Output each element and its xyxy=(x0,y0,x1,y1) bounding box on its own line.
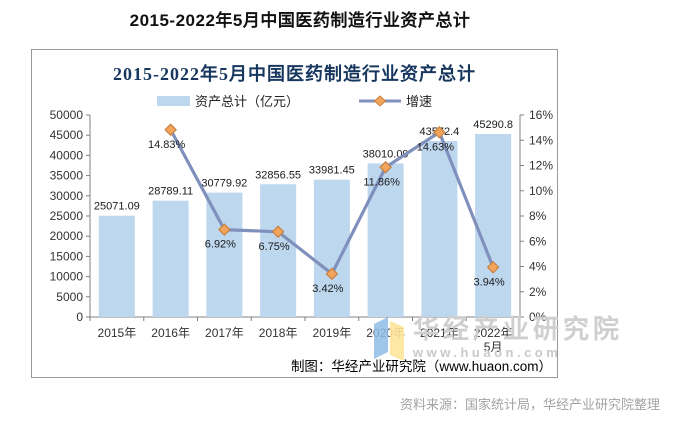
svg-text:0%: 0% xyxy=(529,310,547,324)
chart-plot: 0 5000 10000 15000 20000 25000 30000 35000 40000… xyxy=(50,108,554,354)
legend-item-bar: 资产总计（亿元） xyxy=(156,91,299,110)
chart-container: 0 5000 10000 15000 20000 25000 30000 35000 40000… xyxy=(31,49,558,378)
page-title: 2015-2022年5月中国医药制造行业资产总计 xyxy=(129,11,471,30)
svg-text:2019年: 2019年 xyxy=(313,326,352,340)
svg-text:38010.09: 38010.09 xyxy=(363,148,409,160)
svg-text:2%: 2% xyxy=(529,285,547,299)
svg-text:8%: 8% xyxy=(529,209,547,223)
svg-text:14.83%: 14.83% xyxy=(148,139,186,151)
svg-text:12%: 12% xyxy=(529,159,553,173)
svg-text:40000: 40000 xyxy=(50,148,84,162)
svg-text:3.94%: 3.94% xyxy=(474,276,505,288)
svg-text:30000: 30000 xyxy=(50,189,84,203)
svg-text:4%: 4% xyxy=(529,260,547,274)
svg-text:45000: 45000 xyxy=(50,128,84,142)
chart-title: 2015-2022年5月中国医药制造行业资产总计 xyxy=(113,64,476,84)
svg-text:35000: 35000 xyxy=(50,169,84,183)
svg-text:5000: 5000 xyxy=(56,290,83,304)
svg-text:2015年: 2015年 xyxy=(98,326,137,340)
svg-text:2021年: 2021年 xyxy=(420,326,459,340)
legend-bar-swatch-icon xyxy=(156,95,190,106)
svg-text:10%: 10% xyxy=(529,184,553,198)
svg-text:2018年: 2018年 xyxy=(259,326,298,340)
watermark-url: www.huaon.com xyxy=(413,344,562,360)
legend-line-swatch-icon xyxy=(359,94,401,107)
svg-text:20000: 20000 xyxy=(50,229,84,243)
svg-text:0: 0 xyxy=(76,310,83,324)
source-note: 资料来源：国家统计局，华经产业研究院整理 xyxy=(399,397,660,412)
svg-text:5月: 5月 xyxy=(484,340,503,354)
legend-label: 资产总计（亿元） xyxy=(194,94,299,109)
huaon-logo-icon xyxy=(374,317,404,361)
svg-text:2017年: 2017年 xyxy=(205,326,244,340)
svg-text:25071.09: 25071.09 xyxy=(94,201,140,213)
legend-item-line: 增速 xyxy=(359,91,432,110)
svg-text:6.75%: 6.75% xyxy=(259,241,290,253)
svg-text:45290.8: 45290.8 xyxy=(473,119,513,131)
watermark-text: 华经产业研究院 www.huaon.com xyxy=(413,315,623,360)
svg-text:50000: 50000 xyxy=(50,108,84,122)
svg-text:6.92%: 6.92% xyxy=(205,239,236,251)
chart-legend: 资产总计（亿元） 增速 xyxy=(32,91,557,110)
svg-text:25000: 25000 xyxy=(50,209,84,223)
svg-text:28789.11: 28789.11 xyxy=(148,186,193,198)
svg-text:14.63%: 14.63% xyxy=(417,141,455,153)
svg-text:14%: 14% xyxy=(529,133,553,147)
legend-label: 增速 xyxy=(406,94,433,109)
svg-text:15000: 15000 xyxy=(50,249,84,263)
svg-text:11.86%: 11.86% xyxy=(363,176,400,188)
svg-text:32856.55: 32856.55 xyxy=(255,169,301,181)
watermark-name: 华经产业研究院 xyxy=(413,314,624,344)
svg-text:33981.45: 33981.45 xyxy=(309,165,355,177)
svg-text:2016年: 2016年 xyxy=(151,326,190,340)
chart-credit: 制图：华经产业研究院（www.huaon.com） xyxy=(290,359,552,374)
watermark: 华经产业研究院 www.huaon.com xyxy=(372,315,623,361)
svg-text:3.42%: 3.42% xyxy=(312,283,343,295)
svg-text:6%: 6% xyxy=(529,234,547,248)
svg-text:30779.92: 30779.92 xyxy=(201,178,247,190)
svg-text:16%: 16% xyxy=(529,108,553,122)
svg-text:10000: 10000 xyxy=(50,270,84,284)
svg-text:2022年: 2022年 xyxy=(474,326,513,340)
